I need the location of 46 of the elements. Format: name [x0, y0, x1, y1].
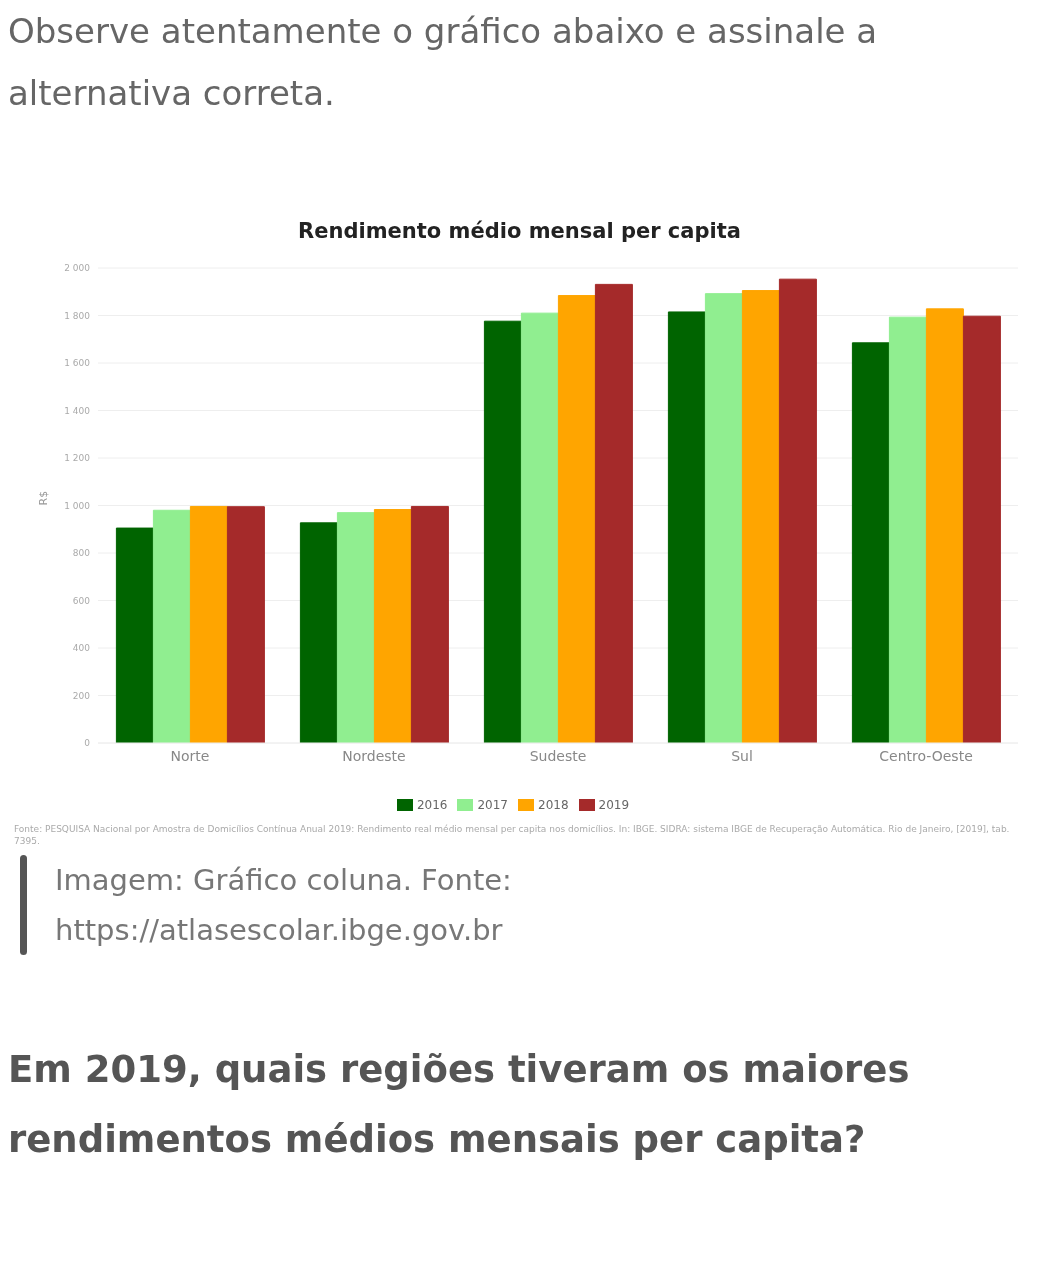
legend-label: 2017 — [477, 797, 508, 812]
legend-label: 2018 — [538, 797, 569, 812]
bar — [189, 505, 228, 743]
bar — [226, 506, 265, 743]
text: Observe atentamente o gráfico abaixo e assinale a alternativa correta. — [8, 10, 879, 115]
y-tick-label: 200 — [72, 690, 91, 701]
y-tick-label: 800 — [72, 548, 91, 559]
bar — [373, 509, 412, 743]
bar — [778, 278, 817, 743]
chart-title: Rendimento médio mensal per capita — [297, 219, 742, 243]
y-tick-label: 2 000 — [64, 263, 91, 274]
bar — [152, 509, 191, 743]
bar — [925, 308, 964, 743]
bar — [115, 527, 154, 743]
x-tick-label: Sudeste — [529, 747, 587, 764]
y-tick-label: 600 — [72, 595, 91, 606]
bar — [741, 290, 780, 743]
y-tick-label: 1 400 — [64, 405, 91, 416]
bar — [667, 311, 706, 743]
bar — [483, 320, 522, 743]
bar — [594, 283, 633, 743]
y-tick-label: 1 800 — [64, 310, 91, 321]
x-tick-label: Centro-Oeste — [879, 747, 973, 764]
legend-label: 2016 — [416, 797, 448, 812]
source-note: Fonte: PESQUISA Nacional por Amostra de Domicílios Contínua Anual 2019: Rendimento real médio mensal per capita nos domicílios. In: IBGE. SIDRA: sistema IBGE de Recuperação Automática. Rio de Janeiro, [2019], tab. 7395. — [14, 823, 1011, 847]
y-tick-label: 400 — [72, 643, 91, 654]
y-tick-label: 1 600 — [64, 358, 91, 369]
x-tick-label: Norte — [170, 747, 210, 764]
bar — [962, 315, 1001, 743]
x-tick-label: Nordeste — [342, 747, 406, 764]
text: Em 2019, quais regiões tiveram os maiores rendimentos médios mensais per capita? — [8, 1047, 911, 1163]
bar — [851, 342, 890, 743]
bar — [336, 512, 375, 743]
y-tick-label: 0 — [84, 738, 91, 749]
y-tick-label: 1 200 — [64, 453, 91, 464]
bar — [299, 522, 338, 743]
bar — [557, 295, 596, 743]
bar — [410, 505, 449, 743]
x-tick-label: Sul — [731, 747, 753, 764]
bar — [888, 316, 927, 743]
y-axis-title: R$ — [36, 490, 50, 506]
text: Imagem: Gráfico coluna. Fonte: https://atlasescolar.ibge.gov.br — [55, 862, 513, 949]
legend-label: 2019 — [598, 797, 630, 812]
y-tick-label: 1 000 — [64, 500, 91, 511]
bar — [704, 293, 743, 743]
bar — [520, 312, 559, 743]
